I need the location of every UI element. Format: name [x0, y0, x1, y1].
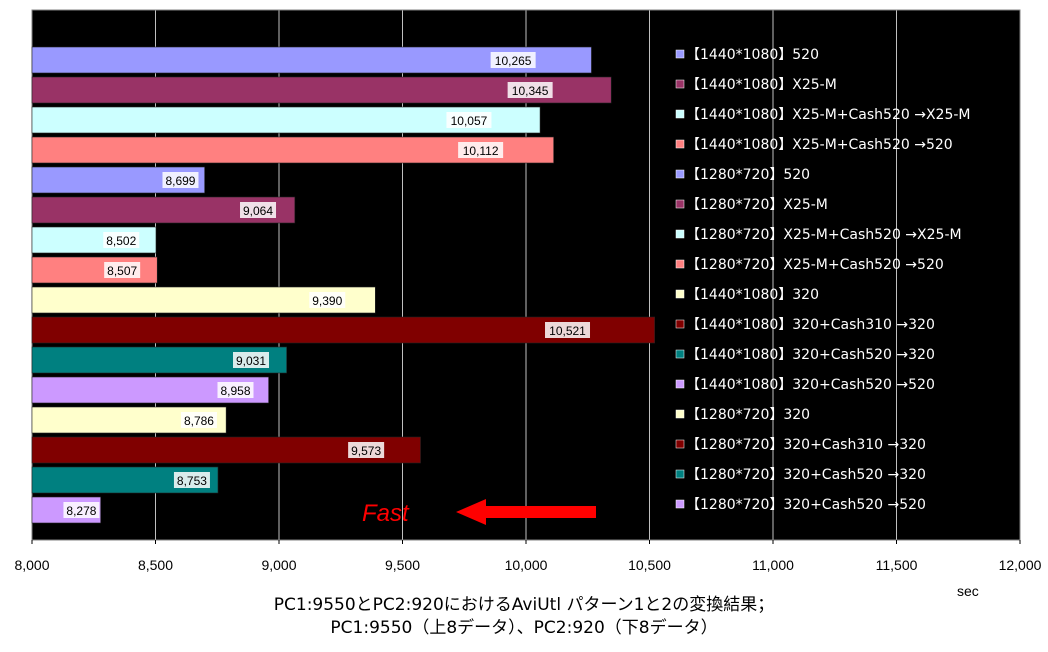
x-tick-label: 11,000	[752, 557, 794, 573]
legend-swatch	[675, 229, 685, 239]
legend-swatch	[675, 109, 685, 119]
legend-label: 【1280*720】320+Cash520 →320	[686, 467, 926, 483]
bar-chart: 10,265 10,345 10,057 10,112 8,699 9,064 8,502 8…	[14, 9, 1042, 599]
data-label: 8,753	[177, 474, 207, 488]
data-label-bg	[180, 412, 217, 428]
data-label: 9,064	[243, 204, 273, 218]
data-label: 10,345	[512, 84, 549, 98]
x-tick-label: 12,000	[999, 557, 1042, 573]
legend-swatch	[675, 499, 685, 509]
legend-swatch	[675, 349, 685, 359]
bar	[31, 136, 554, 164]
x-tick-label: 8,500	[138, 557, 173, 573]
data-label: 8,958	[220, 384, 250, 398]
data-label: 10,521	[549, 324, 586, 338]
legend-swatch	[675, 469, 685, 479]
data-label-bg	[507, 82, 553, 98]
legend-swatch	[675, 259, 685, 269]
fast-annotation: Fast	[362, 500, 410, 527]
data-label-bg	[458, 142, 504, 158]
data-label-bg	[240, 202, 277, 218]
data-label: 8,507	[107, 264, 137, 278]
legend-label: 【1280*720】320+Cash310 →320	[686, 437, 926, 453]
data-label: 9,390	[312, 294, 342, 308]
data-label-bg	[348, 442, 385, 458]
chart-caption-line1: PC1:9550とPC2:920におけるAviUtl パターン1と2の変換結果；	[273, 595, 775, 615]
x-axis-unit: sec	[957, 583, 979, 599]
x-tick-label: 10,500	[628, 557, 671, 573]
x-tick-label: 9,000	[261, 557, 296, 573]
x-tick-label: 10,000	[505, 557, 548, 573]
legend-label: 【1440*1080】X25-M	[686, 77, 837, 93]
data-label: 8,502	[106, 234, 136, 248]
legend-label: 【1440*1080】520	[686, 47, 819, 63]
legend-label: 【1280*720】320+Cash520 →520	[686, 497, 926, 513]
legend-label: 【1280*720】520	[686, 167, 810, 183]
data-label-bg	[490, 52, 536, 68]
legend-swatch	[675, 79, 685, 89]
fast-arrow-shaft	[482, 506, 596, 518]
data-label-bg	[309, 292, 346, 308]
fast-arrow-head	[456, 499, 486, 525]
legend-label: 【1440*1080】X25-M+Cash520 →520	[686, 137, 953, 153]
data-label-bg	[103, 232, 140, 248]
legend-label: 【1440*1080】X25-M+Cash520 →X25-M	[686, 107, 970, 123]
legend-label: 【1280*720】X25-M+Cash520 →520	[686, 257, 944, 273]
legend-swatch	[675, 289, 685, 299]
data-label: 9,031	[236, 354, 266, 368]
data-label: 10,057	[451, 114, 488, 128]
data-label: 8,699	[165, 174, 195, 188]
data-label-bg	[233, 352, 270, 368]
data-label: 10,265	[495, 54, 532, 68]
data-label: 10,112	[463, 144, 499, 158]
data-label-bg	[63, 502, 100, 518]
legend-swatch	[675, 49, 685, 59]
x-tick-label: 9,500	[385, 557, 420, 573]
legend-label: 【1440*1080】320+Cash520 →320	[686, 347, 935, 363]
legend-swatch	[675, 169, 685, 179]
data-label: 8,278	[66, 504, 96, 518]
data-label: 9,573	[351, 444, 381, 458]
legend-label: 【1280*720】X25-M+Cash520 →X25-M	[686, 227, 962, 243]
data-label-bg	[162, 172, 199, 188]
data-label-bg	[173, 472, 210, 488]
legend-label: 【1440*1080】320+Cash310 →320	[686, 317, 935, 333]
chart-caption-line2: PC1:9550（上8データ）、PC2:920（下8データ）	[330, 618, 718, 638]
legend-swatch	[675, 409, 685, 419]
data-label-bg	[446, 112, 492, 128]
legend-swatch	[675, 319, 685, 329]
legend-label: 【1280*720】320	[686, 407, 810, 423]
data-label-bg	[545, 322, 591, 338]
legend-label: 【1280*720】X25-M	[686, 197, 828, 213]
legend-label: 【1440*1080】320+Cash520 →520	[686, 377, 935, 393]
legend-swatch	[675, 199, 685, 209]
x-tick-label: 8,000	[14, 557, 49, 573]
data-label: 8,786	[184, 414, 214, 428]
data-label-bg	[104, 262, 141, 278]
data-label-bg	[217, 382, 254, 398]
legend-swatch	[675, 439, 685, 449]
legend-swatch	[675, 139, 685, 149]
legend-label: 【1440*1080】320	[686, 287, 819, 303]
legend-swatch	[675, 379, 685, 389]
x-tick-label: 11,500	[876, 557, 918, 573]
